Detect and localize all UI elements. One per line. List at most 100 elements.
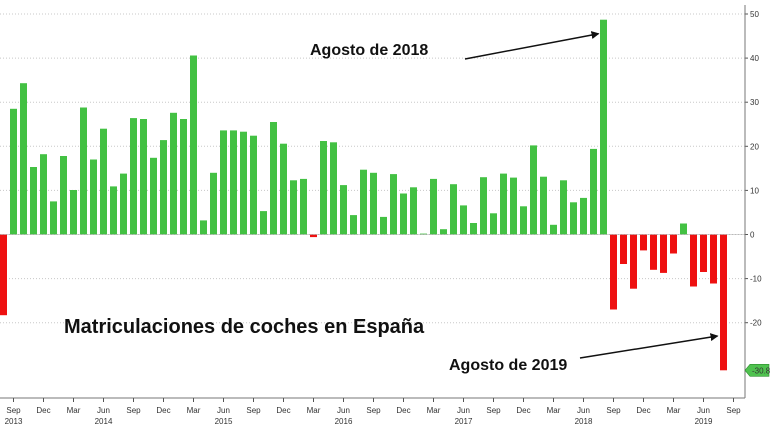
- bar: [70, 190, 77, 235]
- bar: [180, 119, 187, 235]
- x-tick-label: Dec: [276, 406, 290, 415]
- bar: [80, 107, 87, 235]
- y-tick-label: 30: [750, 98, 759, 107]
- bar: [300, 178, 307, 235]
- bar: [680, 223, 687, 235]
- x-tick-label: Dec: [636, 406, 650, 415]
- bar: [240, 131, 247, 235]
- last-value-text: -30.8: [752, 366, 770, 375]
- bar: [200, 220, 207, 235]
- bar: [150, 157, 157, 235]
- bar: [190, 55, 197, 235]
- bar: [500, 173, 507, 235]
- bar: [570, 202, 577, 235]
- bar: [220, 130, 227, 235]
- bar: [640, 234, 647, 251]
- bar: [460, 205, 467, 235]
- bar: [580, 197, 587, 235]
- bar: [560, 180, 567, 235]
- bar: [0, 234, 7, 316]
- bar: [60, 156, 67, 235]
- bar: [270, 122, 277, 235]
- x-tick-label: Jun: [577, 406, 590, 415]
- bar: [600, 19, 607, 235]
- bar: [310, 234, 317, 238]
- bar: [30, 167, 37, 235]
- bar: [20, 83, 27, 235]
- bar: [120, 173, 127, 235]
- x-year-label: 2014: [95, 417, 113, 426]
- bar: [320, 141, 327, 235]
- x-tick-label: Jun: [457, 406, 470, 415]
- x-tick-label: Mar: [307, 406, 321, 415]
- x-tick-label: Dec: [36, 406, 50, 415]
- x-tick-label: Jun: [97, 406, 110, 415]
- bar: [650, 234, 657, 270]
- bar: [160, 140, 167, 235]
- bar: [280, 143, 287, 235]
- bar: [380, 216, 387, 235]
- x-tick-label: Dec: [516, 406, 530, 415]
- x-tick-label: Jun: [217, 406, 230, 415]
- bar: [140, 119, 147, 235]
- x-tick-label: Sep: [6, 406, 21, 415]
- bar: [230, 130, 237, 235]
- annotation-agosto-2018: Agosto de 2018: [310, 42, 428, 59]
- y-tick-label: 40: [750, 54, 759, 63]
- x-tick-label: Dec: [156, 406, 170, 415]
- x-year-label: 2015: [215, 417, 233, 426]
- bar: [450, 184, 457, 235]
- bar: [610, 234, 617, 310]
- bar: [340, 185, 347, 235]
- x-year-label: 2016: [335, 417, 353, 426]
- bar: [330, 142, 337, 235]
- bar: [100, 128, 107, 235]
- bar: [510, 177, 517, 235]
- bar: [110, 186, 117, 235]
- bar: [390, 174, 397, 235]
- bar: [10, 108, 17, 235]
- bar: [360, 169, 367, 235]
- bar: [260, 211, 267, 235]
- y-tick-label: -10: [750, 275, 762, 284]
- bar: [130, 118, 137, 235]
- bar: [290, 180, 297, 235]
- bar: [710, 234, 717, 284]
- bar: [630, 234, 637, 289]
- bar: [540, 176, 547, 235]
- bar: [350, 215, 357, 235]
- bar: [720, 234, 727, 371]
- bar: [40, 154, 47, 235]
- bar: [170, 112, 177, 235]
- x-tick-label: Jun: [697, 406, 710, 415]
- x-tick-label: Mar: [547, 406, 561, 415]
- x-tick-label: Sep: [366, 406, 381, 415]
- bar: [530, 145, 537, 235]
- bar: [550, 224, 557, 235]
- x-year-label: 2017: [455, 417, 473, 426]
- x-year-label: 2019: [695, 417, 713, 426]
- x-tick-label: Sep: [726, 406, 741, 415]
- bar: [420, 233, 427, 235]
- x-tick-label: Sep: [606, 406, 621, 415]
- bar: [690, 234, 697, 287]
- bar: [90, 159, 97, 235]
- bar: [660, 234, 667, 273]
- bar: [670, 234, 677, 254]
- y-tick-label: 0: [750, 231, 755, 240]
- bar: [490, 213, 497, 235]
- y-tick-label: 10: [750, 186, 759, 195]
- bar: [400, 193, 407, 235]
- last-value-badge: [744, 364, 770, 377]
- annotation-agosto-2019: Agosto de 2019: [449, 357, 567, 374]
- bar: [470, 223, 477, 235]
- bar: [50, 201, 57, 235]
- annotation-arrow: [464, 31, 600, 60]
- bar: [250, 135, 257, 235]
- bar: [620, 234, 627, 264]
- x-tick-label: Sep: [486, 406, 501, 415]
- annotation-arrow: [579, 333, 719, 359]
- annotation-arrows: [464, 31, 719, 359]
